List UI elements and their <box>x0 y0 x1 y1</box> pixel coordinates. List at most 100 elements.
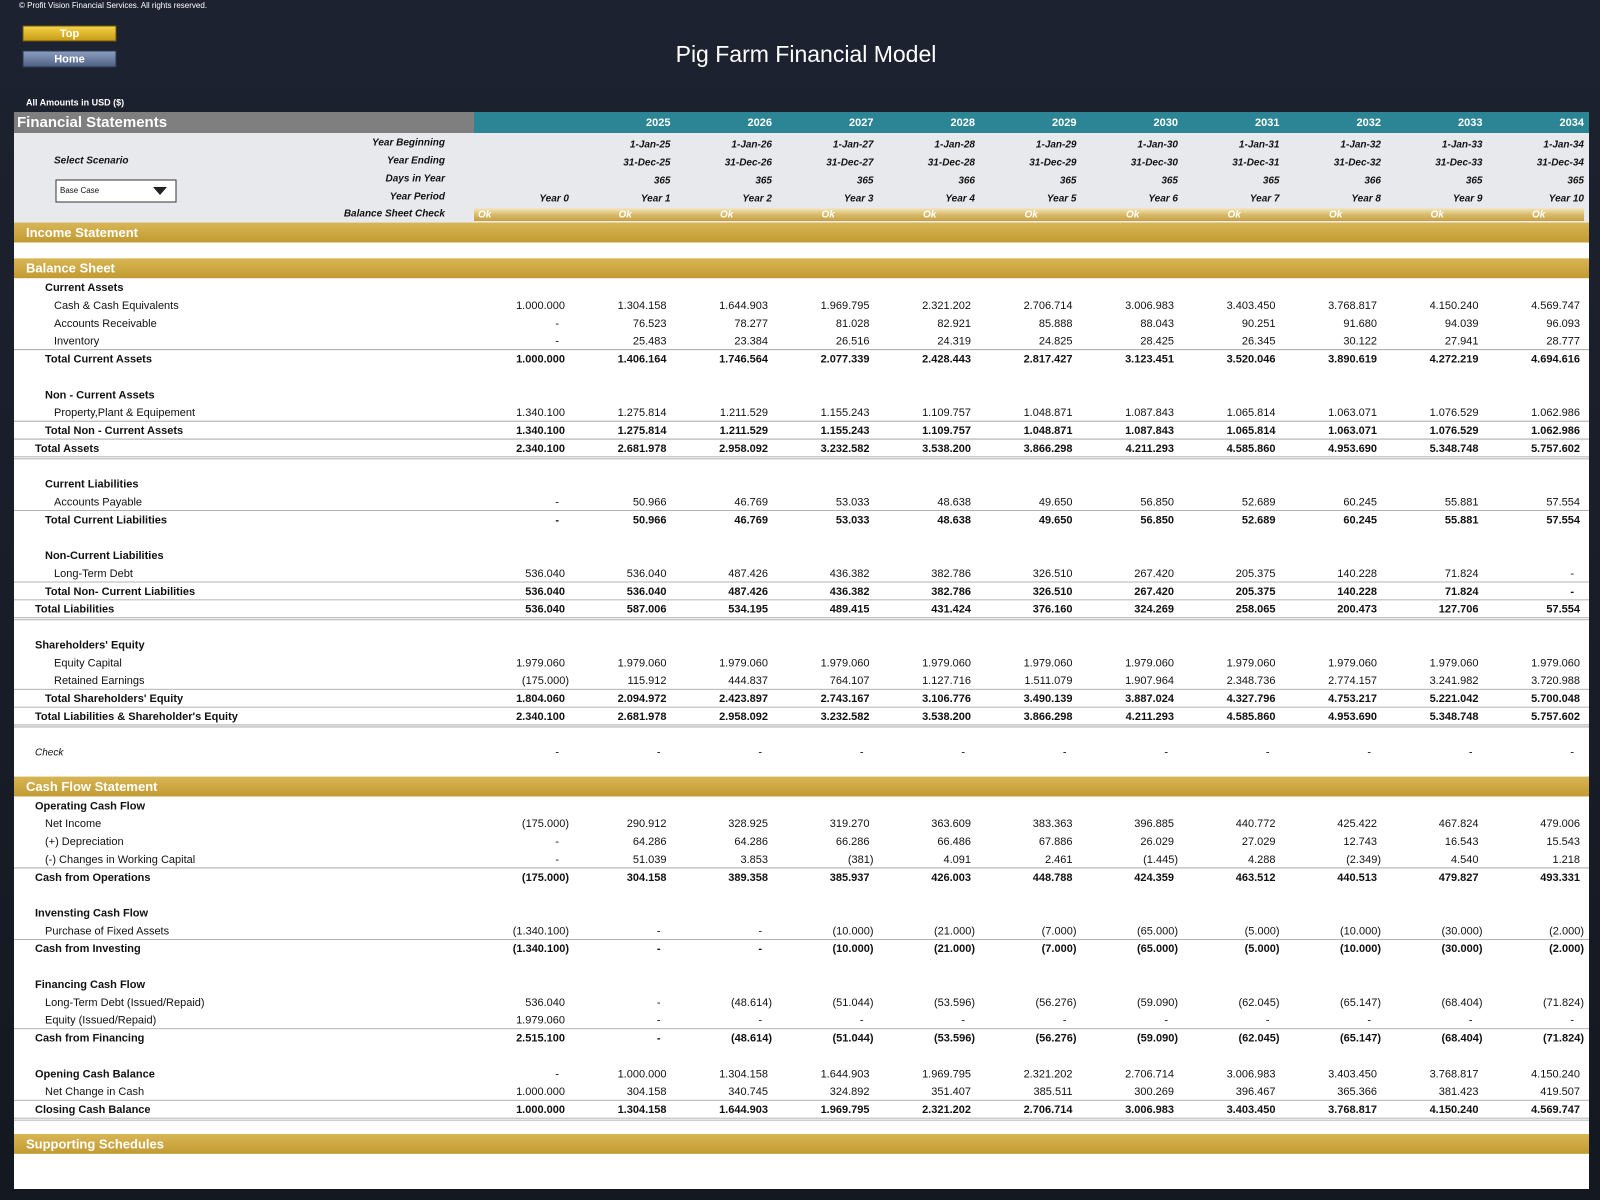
cell-value: - <box>555 854 559 866</box>
cell-value: 1.155.243 <box>821 425 870 437</box>
cell-value: 436.382 <box>830 586 870 598</box>
subtotal-label: Total Shareholders' Equity <box>45 693 184 705</box>
cell-value: 326.510 <box>1033 586 1073 598</box>
cell-value: 1.000.000 <box>618 1068 667 1080</box>
header-row-value: 365 <box>1567 176 1584 187</box>
cell-value: 1.155.243 <box>821 407 870 419</box>
item-label: Purchase of Fixed Assets <box>45 925 170 937</box>
cell-value: 140.228 <box>1337 568 1377 580</box>
cell-value: 328.925 <box>728 818 768 830</box>
cell-value: 82.921 <box>937 318 971 330</box>
dropdown-box[interactable] <box>55 179 177 203</box>
header-row-value: 1-Jan-25 <box>630 140 671 151</box>
cell-value: 2.817.427 <box>1024 354 1073 366</box>
header-row-value: Year 7 <box>1250 194 1280 205</box>
cell-value: 267.420 <box>1134 586 1174 598</box>
cell-value: 431.424 <box>931 604 972 616</box>
cell-value: 1.065.814 <box>1227 407 1276 419</box>
button-label[interactable]: Home <box>54 53 85 65</box>
cell-value: 1.109.757 <box>922 407 971 419</box>
cell-value: 24.825 <box>1039 336 1073 348</box>
cell-value: - <box>657 925 661 937</box>
subtotal-label: Total Non - Current Assets <box>45 425 183 437</box>
amounts-note: All Amounts in USD ($) <box>26 97 124 107</box>
cell-value: - <box>1570 586 1574 598</box>
cell-value: 1.804.060 <box>516 693 565 705</box>
cell-value: 389.358 <box>728 872 768 884</box>
cell-value: 440.513 <box>1337 872 1377 884</box>
button-label[interactable]: Top <box>60 28 80 40</box>
cell-value: (2.349) <box>1346 854 1381 866</box>
cell-value: 5.700.048 <box>1531 693 1580 705</box>
cell-value: 304.158 <box>627 1086 667 1098</box>
cell-value: 57.554 <box>1546 496 1580 508</box>
button-bg[interactable] <box>22 25 117 42</box>
header-row-value: 31-Dec-28 <box>928 158 976 169</box>
dropdown-arrow[interactable] <box>153 187 167 195</box>
cell-value: - <box>1469 1015 1473 1027</box>
cell-value: 1.406.164 <box>618 354 668 366</box>
year-label: 2025 <box>646 117 670 129</box>
cell-value: (65.000) <box>1137 925 1178 937</box>
cell-value: 3.106.776 <box>922 693 971 705</box>
cell-value: 381.423 <box>1439 1086 1479 1098</box>
header-row-value: Year 5 <box>1047 194 1077 205</box>
cell-value: 440.772 <box>1236 818 1276 830</box>
cell-value: 419.507 <box>1540 1086 1580 1098</box>
cell-value: 12.743 <box>1343 836 1377 848</box>
cell-value: 1.979.060 <box>1227 657 1276 669</box>
cell-value: 4.585.860 <box>1227 443 1276 455</box>
cell-value: (175.000) <box>522 872 569 884</box>
scenario-dropdown[interactable]: Base Case <box>55 179 177 203</box>
button-bg[interactable] <box>22 50 117 68</box>
check-value: Ok <box>1025 210 1039 221</box>
item-label: Property,Plant & Equipement <box>54 407 195 419</box>
cell-value: 1.979.060 <box>1430 657 1479 669</box>
header-row-value: 1-Jan-33 <box>1442 140 1483 151</box>
cell-value: 85.888 <box>1039 318 1073 330</box>
subtotal-label: Total Non- Current Liabilities <box>45 586 195 598</box>
cell-value: 267.420 <box>1134 568 1174 580</box>
cell-value: - <box>657 997 661 1009</box>
cell-value: 2.348.736 <box>1227 675 1276 687</box>
cell-value: 200.473 <box>1337 604 1377 616</box>
dropdown-value[interactable]: Base Case <box>60 186 100 195</box>
cell-value: - <box>1266 1015 1270 1027</box>
cell-value: 300.269 <box>1134 1086 1174 1098</box>
cell-value: 66.286 <box>836 836 870 848</box>
check-cell <box>1076 208 1178 221</box>
cell-value: 3.006.983 <box>1125 1104 1174 1116</box>
cell-value: 3.006.983 <box>1227 1068 1276 1080</box>
cell-value: 4.091 <box>943 854 971 866</box>
year-label: 2033 <box>1458 117 1482 129</box>
cell-value: - <box>1469 747 1473 759</box>
cell-value: 351.407 <box>931 1086 971 1098</box>
cell-value: 81.028 <box>836 318 870 330</box>
top-button[interactable]: Top <box>22 25 117 42</box>
check-cell <box>1279 208 1381 221</box>
cell-value: - <box>758 943 762 955</box>
cell-value: 3.403.450 <box>1227 1104 1276 1116</box>
item-label: (-) Changes in Working Capital <box>45 854 195 866</box>
cell-value: 489.415 <box>830 604 870 616</box>
cell-value: 5.348.748 <box>1430 711 1479 723</box>
cell-value: 55.881 <box>1445 514 1479 526</box>
cell-value: 5.221.042 <box>1430 693 1479 705</box>
header-title: Financial Statements <box>17 114 167 131</box>
item-label: Net Change in Cash <box>45 1086 144 1098</box>
cell-value: (48.614) <box>731 1033 772 1045</box>
home-button[interactable]: Home <box>22 50 117 68</box>
cell-value: 2.094.972 <box>618 693 667 705</box>
cell-value: 1.644.903 <box>719 1104 768 1116</box>
cell-value: 1.275.814 <box>618 407 667 419</box>
cell-value: 3.403.450 <box>1328 1068 1377 1080</box>
cell-value: (68.404) <box>1442 997 1483 1009</box>
check-cell <box>1482 208 1584 221</box>
cell-value: 3.123.451 <box>1125 354 1174 366</box>
cell-value: 4.694.616 <box>1531 354 1580 366</box>
cell-value: 64.286 <box>734 836 768 848</box>
header-row-value: 365 <box>1060 176 1077 187</box>
cell-value: 324.269 <box>1134 604 1174 616</box>
cell-value: 1.275.814 <box>618 425 668 437</box>
